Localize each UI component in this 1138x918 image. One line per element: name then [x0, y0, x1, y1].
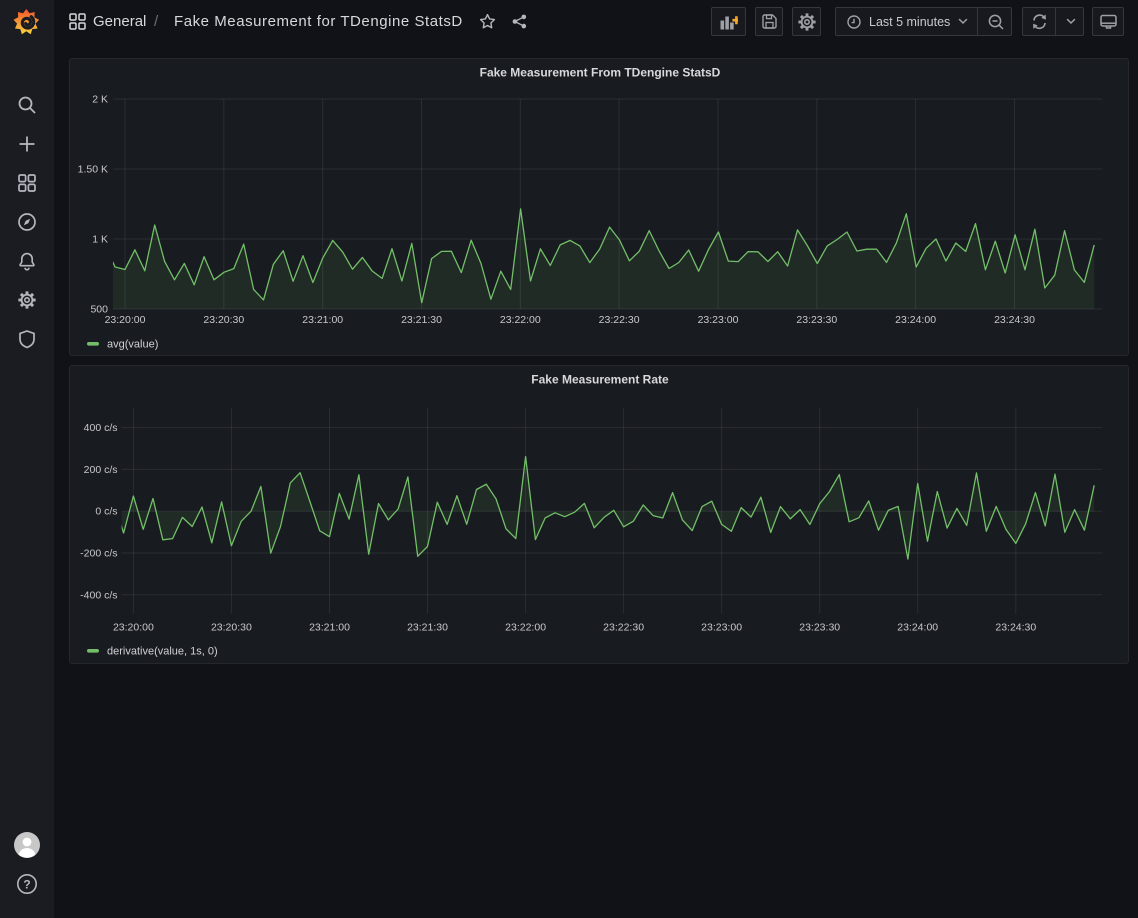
svg-text:23:20:30: 23:20:30 — [211, 622, 252, 634]
svg-text:0 c/s: 0 c/s — [95, 506, 117, 518]
svg-text:23:23:00: 23:23:00 — [698, 314, 739, 326]
svg-text:23:21:30: 23:21:30 — [407, 622, 448, 634]
svg-text:23:20:00: 23:20:00 — [113, 622, 154, 634]
svg-text:500: 500 — [90, 304, 108, 316]
svg-text:1.50 K: 1.50 K — [78, 164, 108, 176]
svg-text:23:21:30: 23:21:30 — [401, 314, 442, 326]
svg-text:Fake Measurement Rate: Fake Measurement Rate — [531, 373, 669, 387]
svg-text:23:23:30: 23:23:30 — [796, 314, 837, 326]
svg-text:2 K: 2 K — [92, 94, 108, 106]
svg-text:?: ? — [23, 877, 30, 891]
svg-text:23:21:00: 23:21:00 — [302, 314, 343, 326]
svg-text:23:22:00: 23:22:00 — [500, 314, 541, 326]
svg-text:23:22:30: 23:22:30 — [599, 314, 640, 326]
svg-text:23:20:30: 23:20:30 — [203, 314, 244, 326]
svg-text:23:23:30: 23:23:30 — [799, 622, 840, 634]
svg-text:23:24:00: 23:24:00 — [895, 314, 936, 326]
svg-text:23:22:30: 23:22:30 — [603, 622, 644, 634]
svg-text:23:24:30: 23:24:30 — [994, 314, 1035, 326]
svg-text:-200 c/s: -200 c/s — [80, 548, 117, 560]
svg-text:400 c/s: 400 c/s — [84, 422, 118, 434]
svg-text:1 K: 1 K — [92, 234, 108, 246]
svg-text:23:20:00: 23:20:00 — [105, 314, 146, 326]
svg-text:200 c/s: 200 c/s — [84, 464, 118, 476]
svg-text:23:24:00: 23:24:00 — [897, 622, 938, 634]
svg-text:23:23:00: 23:23:00 — [701, 622, 742, 634]
svg-text:23:24:30: 23:24:30 — [995, 622, 1036, 634]
svg-text:Fake Measurement From TDengine: Fake Measurement From TDengine StatsD — [480, 66, 721, 80]
svg-text:avg(value): avg(value) — [107, 339, 158, 351]
svg-text:23:22:00: 23:22:00 — [505, 622, 546, 634]
svg-text:derivative(value, 1s, 0): derivative(value, 1s, 0) — [107, 646, 218, 658]
svg-text:23:21:00: 23:21:00 — [309, 622, 350, 634]
svg-text:-400 c/s: -400 c/s — [80, 589, 117, 601]
